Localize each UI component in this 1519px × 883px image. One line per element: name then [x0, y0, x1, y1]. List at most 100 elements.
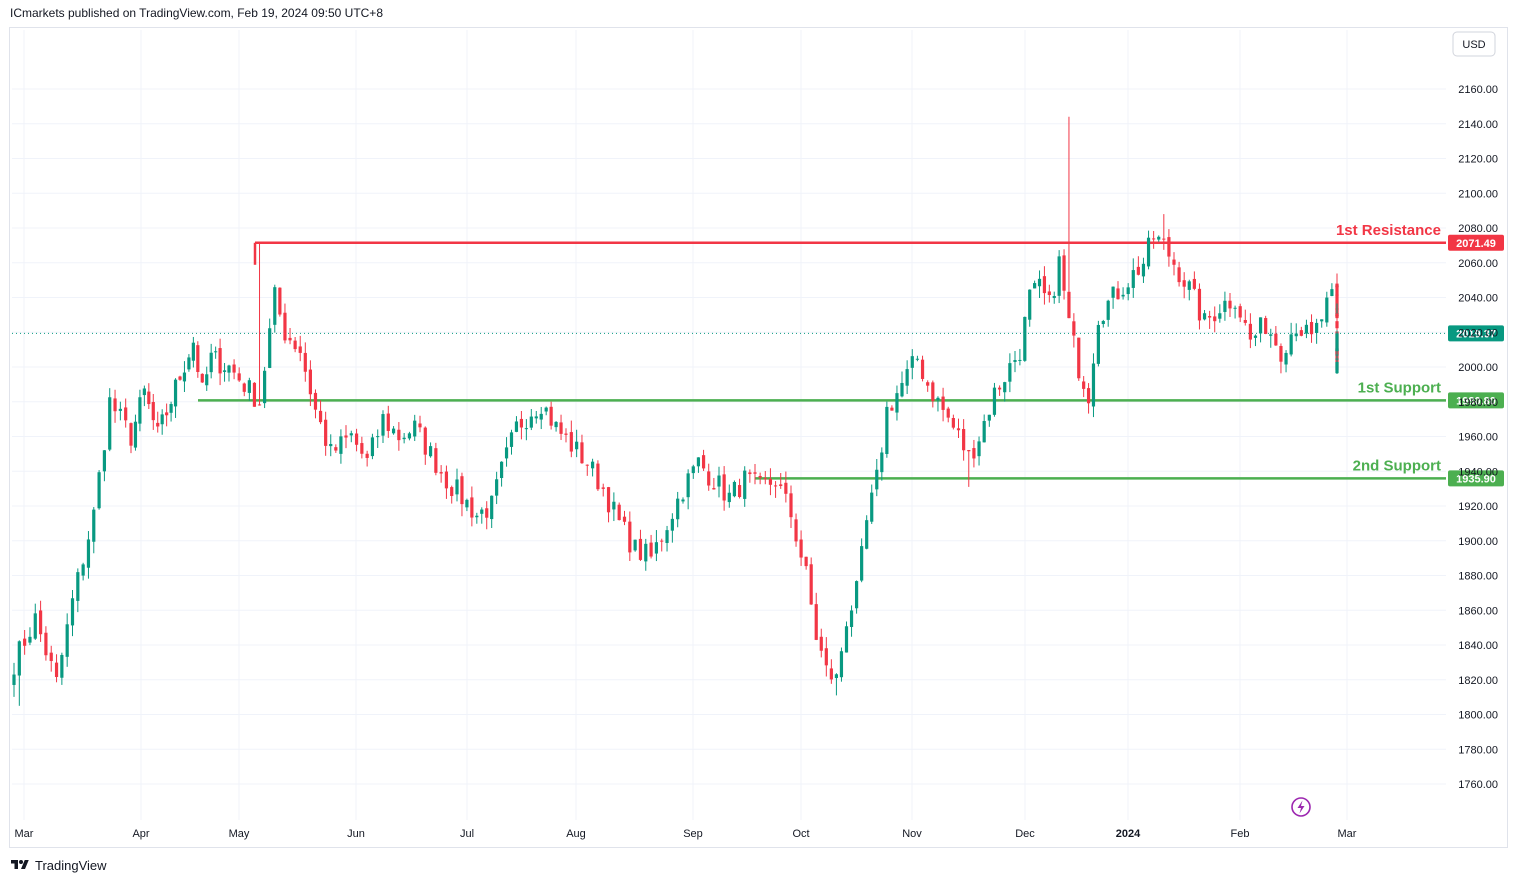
- candle-body: [539, 413, 543, 420]
- candle-body: [339, 436, 343, 454]
- candle-body: [81, 564, 85, 576]
- candle-body: [439, 472, 443, 474]
- candle-body: [633, 539, 637, 551]
- candle-body: [1131, 270, 1135, 288]
- candle-body: [941, 396, 945, 410]
- price-tick-label: 1940.00: [1458, 466, 1498, 478]
- candle-body: [182, 372, 187, 382]
- price-tick-label: 1860.00: [1458, 605, 1498, 617]
- candle-body: [1289, 334, 1293, 355]
- time-tick-label: Jul: [460, 828, 474, 840]
- support-price-label: 1980.80: [1456, 395, 1496, 407]
- currency-label: USD: [1462, 39, 1485, 51]
- candle-body: [370, 437, 375, 457]
- candle-body: [1146, 237, 1151, 267]
- candle-body: [670, 518, 674, 531]
- resistance-price-label: 2071.49: [1456, 238, 1496, 250]
- candle-body: [559, 422, 563, 434]
- candle-body: [1018, 359, 1022, 361]
- candle-body: [1162, 238, 1166, 240]
- candle-body: [1335, 321, 1339, 329]
- candle-body: [763, 478, 767, 480]
- time-tick-label: Aug: [566, 828, 586, 840]
- candle-body: [365, 453, 369, 458]
- candle-body: [1096, 324, 1100, 364]
- resistance-name: 1st Resistance: [1336, 222, 1441, 239]
- lightning-icon[interactable]: [1291, 797, 1311, 817]
- candle-body: [455, 479, 459, 495]
- candle-body: [1116, 288, 1120, 300]
- candle-body: [665, 530, 669, 544]
- candle-body: [381, 414, 385, 436]
- candle-body: [890, 407, 894, 411]
- candle-body: [514, 421, 519, 432]
- time-axis[interactable]: Mar Apr May Jun Jul Aug Sep Oct Nov Dec 2024 Feb Mar: [15, 828, 1357, 840]
- candle-body: [1182, 280, 1186, 287]
- candle-body: [298, 346, 302, 353]
- time-tick-label: Mar: [15, 828, 34, 840]
- candle-body: [804, 556, 808, 567]
- candle-body: [214, 351, 218, 353]
- candle-body: [1106, 300, 1110, 320]
- candle-body: [905, 369, 909, 386]
- footer-brand-label: TradingView: [35, 857, 107, 873]
- candle-body: [809, 564, 813, 605]
- time-tick-label: 2024: [1116, 828, 1141, 840]
- candle-body: [428, 446, 433, 457]
- candle-body: [65, 624, 69, 657]
- candle-body: [569, 432, 573, 452]
- candle-body: [60, 654, 64, 678]
- candle-body: [660, 540, 664, 542]
- candle-body: [962, 429, 966, 451]
- candle-body: [1187, 281, 1191, 290]
- candle-body: [313, 392, 318, 410]
- candle-body: [444, 471, 449, 489]
- candle-body: [681, 499, 685, 502]
- candle-body: [86, 539, 91, 568]
- candle-body: [844, 626, 849, 653]
- candle-body: [268, 328, 272, 368]
- candle-body: [915, 358, 920, 360]
- footer-brand[interactable]: TradingView: [10, 856, 107, 874]
- candle-body: [329, 443, 333, 447]
- candle-body: [967, 450, 971, 452]
- candle-body: [789, 493, 793, 518]
- price-axis[interactable]: 1760.00 1780.00 1800.00 1820.00 1840.00 1860.…: [1458, 84, 1498, 791]
- candle-body: [529, 416, 533, 428]
- candle-body: [814, 604, 818, 640]
- price-tick-label: 1900.00: [1458, 536, 1498, 548]
- candle-body: [263, 370, 267, 404]
- candle-body: [49, 652, 53, 662]
- candle-body: [936, 397, 940, 401]
- candle-body: [173, 379, 178, 407]
- candle-body: [113, 398, 117, 412]
- level-lines: [12, 241, 1446, 480]
- candle-body: [895, 393, 899, 413]
- candle-body: [273, 287, 277, 325]
- candle-body: [1335, 361, 1339, 374]
- candle-body: [129, 423, 133, 446]
- candle-body: [549, 406, 553, 426]
- resistance-price-tag: [1448, 234, 1504, 251]
- publisher-header: ICmarkets published on TradingView.com, …: [10, 6, 383, 20]
- candle-body: [499, 461, 504, 479]
- candle-body: [544, 407, 548, 412]
- currency-button[interactable]: USD: [1452, 31, 1496, 57]
- support-price-tag: [1448, 470, 1504, 487]
- candle-body: [349, 433, 353, 436]
- candle-body: [1279, 346, 1283, 362]
- candle-body: [1243, 320, 1247, 323]
- candle-body: [509, 432, 514, 447]
- candle-body: [1325, 297, 1329, 323]
- candle-body: [1335, 333, 1339, 352]
- candle-body: [187, 357, 191, 370]
- candle-body: [722, 474, 726, 501]
- candle-body: [70, 598, 75, 626]
- candle-body: [1172, 259, 1176, 265]
- candle-body: [768, 478, 773, 485]
- candle-body: [76, 572, 80, 601]
- candle-body: [232, 364, 236, 373]
- candle-body: [38, 610, 43, 635]
- candle-body: [707, 471, 711, 486]
